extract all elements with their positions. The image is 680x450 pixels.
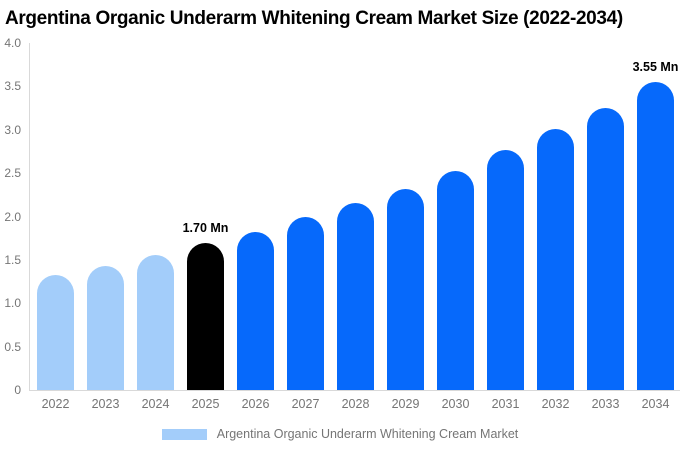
y-tick-label: 0 [14, 383, 21, 397]
y-tick-label: 0.5 [4, 339, 21, 354]
y-tick-label: 1.5 [4, 252, 21, 267]
legend-swatch [161, 428, 207, 440]
bar-2033 [587, 108, 624, 390]
bar-2028 [337, 202, 374, 390]
x-axis-label-2022: 2022 [41, 397, 70, 411]
y-tick-label: 3.5 [4, 79, 21, 94]
chart-title: Argentina Organic Underarm Whitening Cre… [5, 8, 623, 29]
x-axis-label-2023: 2023 [91, 397, 120, 411]
x-axis-label-2030: 2030 [441, 397, 470, 411]
bar-2025 [187, 242, 224, 390]
y-tick-label: 3.0 [4, 122, 21, 137]
x-axis-label-2034: 2034 [641, 397, 670, 411]
x-axis-label-2027: 2027 [291, 397, 320, 411]
x-axis-line [29, 390, 680, 391]
bar-2024 [137, 254, 174, 390]
x-axis-label-2028: 2028 [341, 397, 370, 411]
bar-2032 [537, 128, 574, 390]
y-tick-label: 4.0 [4, 36, 21, 50]
x-axis-label-2031: 2031 [491, 397, 520, 411]
bar-2027 [287, 216, 324, 390]
bar-value-label-2025: 1.70 Mn [182, 220, 229, 235]
x-axis-label-2029: 2029 [391, 397, 420, 411]
x-axis-label-2033: 2033 [591, 397, 620, 411]
y-tick-label: 1.0 [4, 296, 21, 311]
y-tick-label: 2.5 [4, 166, 21, 181]
legend-item[interactable]: Argentina Organic Underarm Whitening Cre… [0, 426, 680, 442]
legend-label: Argentina Organic Underarm Whitening Cre… [216, 427, 519, 441]
x-axis-label-2032: 2032 [541, 397, 570, 411]
x-axis-label-2024: 2024 [141, 397, 170, 411]
x-axis-label-2026: 2026 [241, 397, 270, 411]
bar-value-label-2034: 3.55 Mn [632, 60, 679, 75]
bar-2023 [87, 265, 124, 390]
bar-2031 [487, 149, 524, 390]
y-tick-label: 2.0 [4, 209, 21, 224]
bar-2034 [637, 82, 674, 390]
bar-2029 [387, 188, 424, 390]
bar-2026 [237, 232, 274, 390]
bar-2030 [437, 170, 474, 390]
y-axis-line [29, 43, 30, 390]
x-axis-label-2025: 2025 [191, 397, 220, 411]
bar-2022 [37, 275, 74, 390]
